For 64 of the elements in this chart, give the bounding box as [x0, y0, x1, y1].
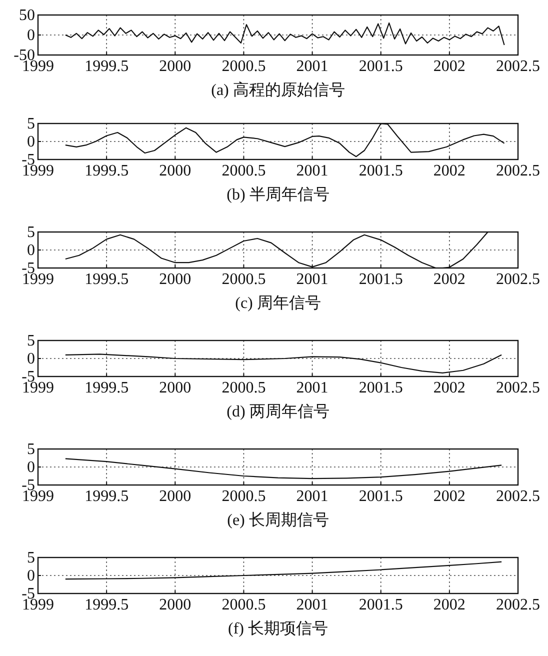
x-tick-label: 2001: [296, 380, 328, 396]
x-tick-label: 2002.5: [496, 380, 540, 396]
x-tick-label: 2000: [159, 58, 192, 75]
x-tick-label: 2000.5: [222, 380, 266, 396]
y-tick-label: 0: [27, 350, 35, 368]
x-tick-label: 2000: [159, 596, 192, 614]
x-tick-label: 2001: [296, 271, 328, 288]
x-tick-label: 2000: [159, 488, 192, 505]
y-tick-label: 5: [27, 441, 35, 458]
line-series: [64, 561, 502, 580]
x-tick-label: 2001.5: [358, 380, 403, 396]
y-tick-label: 5: [27, 332, 35, 350]
y-tick-label: 5: [27, 116, 35, 132]
y-tick-label: 0: [27, 27, 35, 44]
x-tick-label: 1999.5: [84, 488, 129, 505]
line-series: [64, 354, 502, 374]
x-tick-label: 2000: [159, 271, 192, 288]
x-tick-label: 2000: [159, 162, 192, 180]
y-tick-label: 0: [27, 134, 35, 150]
text: (a) 高程的原始信号: [211, 81, 345, 99]
y-tick-label: 5: [27, 550, 35, 566]
x-tick-label: 1999.5: [84, 162, 129, 180]
x-tick-label: 2002.5: [496, 488, 540, 505]
x-tick-label: 2001.5: [358, 162, 403, 180]
x-tick-label: 2002: [433, 58, 466, 75]
x-tick-label: 2002.5: [496, 162, 540, 180]
x-tick-label: 2001.5: [358, 271, 403, 288]
x-tick-label: 2001.5: [358, 596, 403, 614]
x-tick-label: 1999.5: [84, 271, 129, 288]
text: (c) 周年信号: [235, 295, 321, 312]
x-tick-label: 1999.5: [84, 596, 129, 614]
x-tick-label: 2002.5: [496, 271, 540, 288]
x-tick-label: 2000.5: [222, 58, 266, 75]
x-tick-label: 2002: [433, 380, 466, 396]
x-tick-label: 2000.5: [222, 271, 266, 288]
x-tick-label: 2002.5: [496, 596, 540, 614]
x-tick-label: 2001: [296, 488, 328, 505]
x-tick-label: 2000.5: [222, 596, 266, 614]
text: (f) 长期项信号: [228, 620, 328, 638]
x-tick-label: 2002: [433, 488, 466, 505]
x-tick-label: 2000: [159, 380, 192, 396]
x-tick-label: 2001: [296, 162, 328, 180]
y-tick-label: 5: [27, 224, 35, 241]
line-series: [64, 22, 505, 46]
x-tick-label: 2002.5: [496, 58, 540, 75]
x-tick-label: 2001: [296, 58, 328, 75]
y-tick-label: 0: [27, 459, 35, 476]
y-tick-label: 0: [27, 242, 35, 259]
line-series: [64, 458, 502, 480]
x-tick-label: 1999.5: [84, 380, 129, 396]
y-tick-label: 50: [19, 7, 35, 24]
x-tick-label: 2002: [433, 271, 466, 288]
x-tick-label: 2002: [433, 596, 466, 614]
x-tick-label: 2000.5: [222, 162, 266, 180]
x-tick-label: 2000.5: [222, 488, 266, 505]
x-tick-label: 2001.5: [358, 488, 403, 505]
x-tick-label: 1999.5: [84, 58, 129, 75]
text: (b) 半周年信号: [226, 186, 330, 204]
x-tick-label: 2001.5: [358, 58, 403, 75]
text: (d) 两周年信号: [226, 404, 330, 420]
x-tick-label: 2002: [433, 162, 466, 180]
text: (e) 长周期信号: [227, 511, 329, 529]
y-tick-label: 0: [27, 568, 35, 584]
x-tick-label: 2001: [296, 596, 328, 614]
